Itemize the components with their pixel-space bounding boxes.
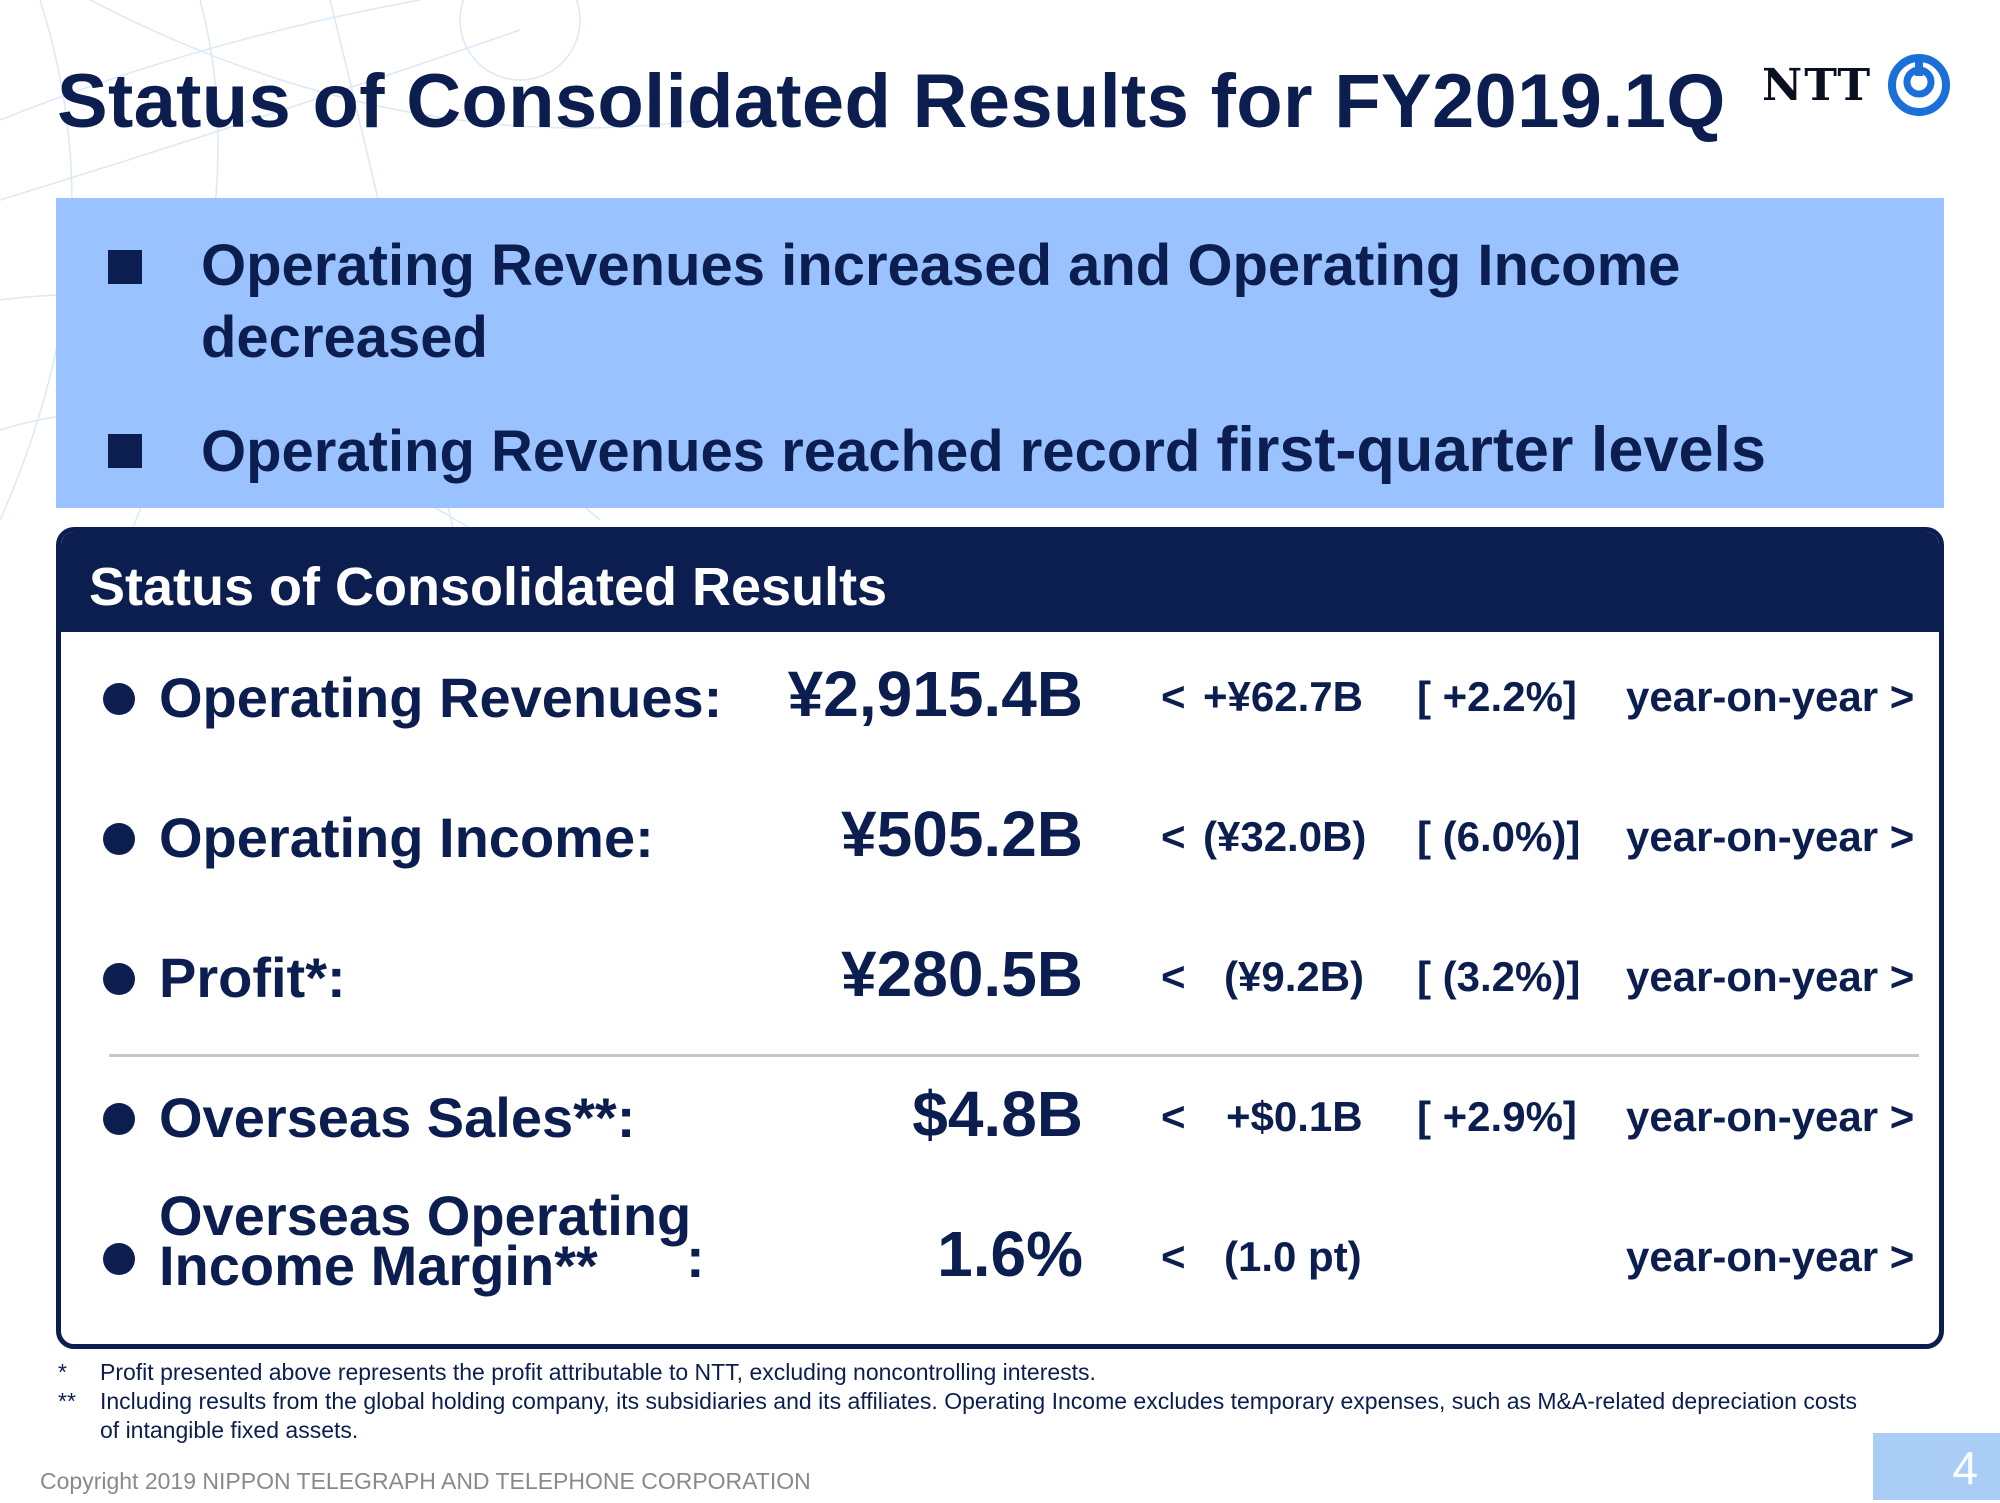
footnote: * Profit presented above represents the …: [58, 1358, 1878, 1387]
row-label: Overseas Operating Income Margin**: [159, 1184, 692, 1297]
highlights-box: Operating Revenues increased and Operati…: [56, 198, 1944, 508]
row-label: Operating Income:: [159, 806, 654, 869]
yoy-open-bracket: <: [1161, 1233, 1186, 1280]
result-row-operating-revenues: Operating Revenues: ¥2,915.4B < +¥62.7B …: [61, 643, 1939, 763]
page-title: Status of Consolidated Results for FY201…: [57, 59, 1726, 144]
footnote: ** Including results from the global hol…: [58, 1387, 1878, 1445]
highlight-text: Operating Revenues reached record first-…: [201, 414, 1841, 488]
result-row-overseas-sales: Overseas Sales**: $4.8B < +$0.1B [ +2.9%…: [61, 1063, 1939, 1183]
row-value: $4.8B: [912, 1078, 1083, 1150]
yoy-percent: [ (3.2%)]: [1417, 953, 1581, 1000]
row-label: Overseas Sales**:: [159, 1086, 636, 1149]
yoy-change: (¥32.0B): [1203, 813, 1367, 860]
yoy-open-bracket: <: [1161, 673, 1186, 720]
logo-text: NTT: [1762, 59, 1873, 111]
result-row-profit: Profit*: ¥280.5B < (¥9.2B) [ (3.2%)] yea…: [61, 923, 1939, 1043]
row-value: ¥505.2B: [841, 798, 1083, 870]
yoy-change: +¥62.7B: [1203, 673, 1363, 720]
yoy-label: year-on-year >: [1626, 953, 1915, 1000]
footnote-text: Profit presented above represents the pr…: [100, 1359, 1096, 1385]
round-bullet-icon: [103, 1243, 135, 1275]
row-label: Operating Revenues:: [159, 666, 723, 729]
square-bullet-icon: [108, 434, 142, 468]
consolidated-results-panel: Status of Consolidated Results Operating…: [56, 527, 1944, 1349]
row-value: ¥2,915.4B: [787, 658, 1083, 730]
section-divider: [109, 1054, 1919, 1057]
row-label: Profit*:: [159, 946, 346, 1009]
footnote-text: Including results from the global holdin…: [100, 1388, 1857, 1443]
yoy-label: year-on-year >: [1626, 673, 1915, 720]
row-label-line: Overseas Operating: [159, 1184, 692, 1247]
highlight-text-main: Operating Revenues reached record: [201, 419, 1217, 484]
yoy-percent: [ +2.9%]: [1417, 1093, 1577, 1140]
yoy-open-bracket: <: [1161, 1093, 1186, 1140]
round-bullet-icon: [103, 823, 135, 855]
highlight-text: Operating Revenues increased and Operati…: [201, 233, 1681, 370]
row-label-colon: :: [686, 1226, 705, 1289]
row-label-line: Income Margin**: [159, 1234, 598, 1297]
row-value: 1.6%: [937, 1218, 1083, 1290]
yoy-change: +$0.1B: [1226, 1093, 1363, 1140]
yoy-label: year-on-year >: [1626, 1093, 1915, 1140]
result-row-operating-income: Operating Income: ¥505.2B < (¥32.0B) [ (…: [61, 783, 1939, 903]
round-bullet-icon: [103, 1103, 135, 1135]
footnotes: * Profit presented above represents the …: [58, 1358, 1878, 1445]
yoy-label: year-on-year >: [1626, 813, 1915, 860]
footnote-mark: **: [58, 1388, 76, 1414]
footnote-mark: *: [58, 1359, 67, 1385]
highlight-text-emphasis: first-quarter levels: [1216, 415, 1767, 485]
page-number: 4: [1873, 1433, 2000, 1500]
yoy-change: (1.0 pt): [1224, 1233, 1362, 1280]
result-row-overseas-margin: Overseas Operating Income Margin** : 1.6…: [61, 1188, 1939, 1323]
yoy-label: year-on-year >: [1626, 1233, 1915, 1280]
panel-header: Status of Consolidated Results: [61, 532, 1939, 632]
ntt-logo: NTT: [1762, 52, 1952, 118]
yoy-percent: [ +2.2%]: [1417, 673, 1577, 720]
row-value: ¥280.5B: [841, 938, 1083, 1010]
round-bullet-icon: [103, 963, 135, 995]
yoy-open-bracket: <: [1161, 813, 1186, 860]
ntt-logo-icon: [1888, 54, 1951, 116]
yoy-percent: [ (6.0%)]: [1417, 813, 1581, 860]
yoy-open-bracket: <: [1161, 953, 1186, 1000]
square-bullet-icon: [108, 250, 142, 284]
yoy-change: (¥9.2B): [1224, 953, 1365, 1000]
round-bullet-icon: [103, 683, 135, 715]
copyright-text: Copyright 2019 NIPPON TELEGRAPH AND TELE…: [40, 1468, 811, 1494]
